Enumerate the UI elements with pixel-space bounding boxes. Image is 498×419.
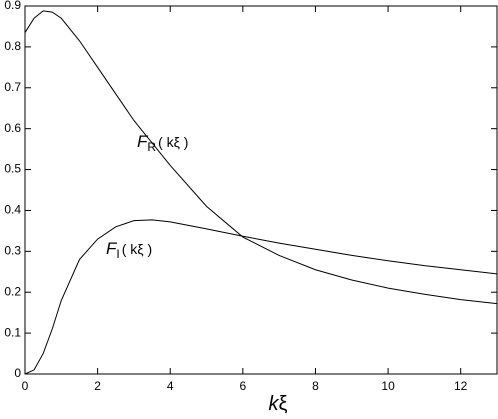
x-tick-label: 6: [240, 379, 247, 393]
y-tick-label: 0: [14, 366, 21, 380]
y-tick-label: 0.5: [4, 162, 21, 176]
x-label-xi: ξ: [279, 393, 288, 415]
label-main: F: [137, 132, 149, 151]
y-tick-label: 0.4: [4, 203, 21, 217]
x-tick-label: 0: [22, 379, 29, 393]
x-label-k: k: [269, 393, 280, 415]
x-tick-label: 4: [167, 379, 174, 393]
x-tick-label: 2: [94, 379, 101, 393]
x-tick-label: 10: [381, 379, 395, 393]
curve-label: FI( kξ ): [106, 239, 152, 261]
label-sub: I: [116, 247, 119, 261]
y-tick-label: 0.7: [4, 80, 21, 94]
curve-label: FR( kξ ): [137, 132, 188, 154]
plot-frame: [24, 5, 498, 375]
x-tick-label: 8: [312, 379, 319, 393]
label-main: F: [106, 239, 118, 258]
y-tick-label: 0.6: [4, 121, 21, 135]
y-tick-label: 0.2: [4, 284, 21, 298]
y-tick-label: 0.3: [4, 244, 21, 258]
label-arg: ( kξ ): [158, 134, 188, 150]
y-tick-label: 0.1: [4, 325, 21, 339]
x-axis-label: kξ: [269, 393, 288, 415]
label-arg: ( kξ ): [122, 241, 152, 257]
y-tick-label: 0.9: [4, 0, 21, 12]
curve: [24, 10, 498, 305]
y-tick-label: 0.8: [4, 39, 21, 53]
label-sub: R: [147, 140, 156, 154]
curve: [24, 219, 498, 375]
x-tick-label: 12: [454, 379, 468, 393]
